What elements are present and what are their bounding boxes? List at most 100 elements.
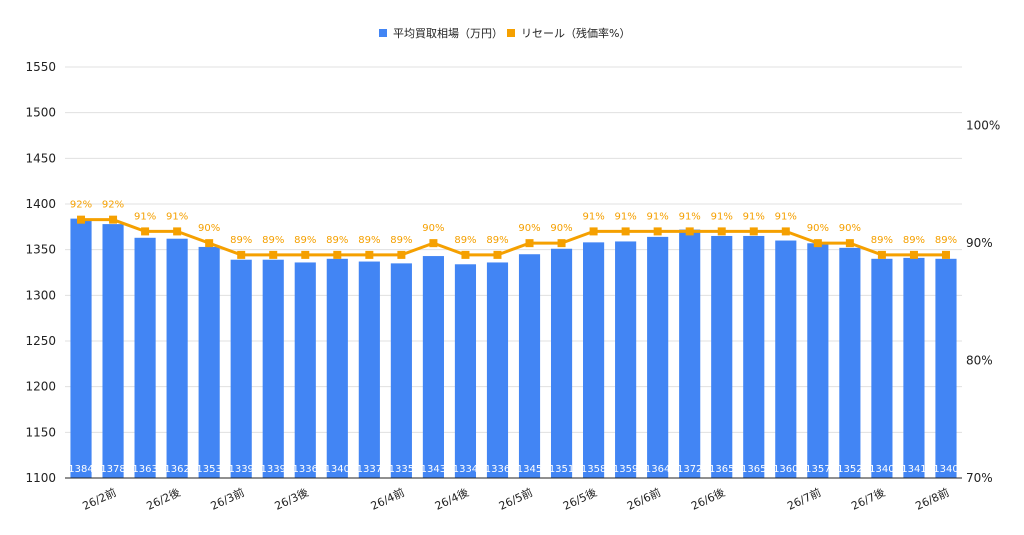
legend-swatch-line [507, 29, 515, 37]
y2-tick-label: 100% [966, 119, 1000, 133]
y-tick-label: 1150 [25, 425, 56, 439]
line-point [717, 227, 726, 236]
legend-label-bar: 平均買取相場（万円） [393, 27, 503, 40]
bar-value-label: 1336 [485, 464, 510, 475]
bar [262, 259, 284, 478]
x-tick-label: 26/3前 [208, 485, 246, 513]
line-point [749, 227, 758, 236]
x-tick-label: 26/6後 [689, 485, 727, 513]
x-tick-label: 26/7前 [785, 485, 823, 513]
bar-value-label: 1359 [613, 464, 638, 475]
line-value-label: 89% [871, 235, 893, 246]
bar-value-label: 1340 [869, 464, 894, 475]
line-point [397, 250, 406, 259]
bar-value-label: 1345 [517, 464, 542, 475]
line-point [141, 227, 150, 236]
x-tick-label: 26/2後 [144, 485, 182, 513]
line-point [429, 239, 438, 248]
y-tick-label: 1500 [25, 106, 56, 120]
line-value-label: 90% [807, 223, 829, 234]
line-point [109, 215, 118, 224]
x-tick-label: 26/4前 [368, 485, 406, 513]
line-point [557, 239, 566, 248]
y2-tick-label: 70% [966, 471, 993, 485]
bar [358, 261, 380, 478]
bar-value-label: 1363 [132, 464, 157, 475]
line-point [653, 227, 662, 236]
y-tick-label: 1350 [25, 243, 56, 257]
line-point [269, 250, 278, 259]
line-value-label: 91% [134, 211, 156, 222]
bar [70, 218, 92, 478]
bar-value-label: 1351 [549, 464, 574, 475]
line-value-label: 89% [486, 235, 508, 246]
line-point [461, 250, 470, 259]
legend-label-line: リセール（残価率%） [521, 26, 630, 40]
line-value-label: 91% [775, 211, 797, 222]
bar [903, 257, 925, 478]
line-value-label: 91% [166, 211, 188, 222]
line-point [77, 215, 86, 224]
line-value-label: 90% [518, 223, 540, 234]
x-tick-label: 26/6前 [625, 485, 663, 513]
bar-value-label: 1365 [709, 464, 734, 475]
line-point [813, 239, 822, 248]
y-axis-right: 70% 80% 90% 100% [966, 119, 1000, 485]
bar-value-label: 1339 [228, 464, 253, 475]
line-point [781, 227, 790, 236]
bar [775, 240, 797, 478]
bar [390, 263, 412, 478]
bar-value-label: 1340 [325, 464, 350, 475]
bar-series: 1384 1378 1363 1362 1353 1339 1339 1336 1340 1337… [65, 218, 962, 479]
bar [486, 262, 509, 478]
bar [871, 258, 893, 478]
bar [711, 235, 733, 478]
bar-value-label: 1336 [293, 464, 318, 475]
line-value-label: 90% [550, 223, 572, 234]
line-value-label: 90% [198, 223, 220, 234]
x-axis: 26/2前 26/2後 26/3前 26/3後 26/4前 26/4後 26/5前 26/5後… [80, 485, 951, 513]
x-tick-label: 26/5前 [497, 485, 535, 513]
line-value-label: 89% [230, 235, 252, 246]
line-value-label: 91% [711, 211, 733, 222]
bar [454, 264, 477, 478]
line-point [237, 250, 246, 259]
y-axis-left: 1100 1150 1200 1250 1300 1350 1400 1450 1500 1550 [25, 60, 56, 485]
bar-value-label: 1341 [901, 464, 926, 475]
bar [422, 256, 444, 478]
bar [839, 247, 861, 478]
bar-value-label: 1343 [421, 464, 446, 475]
line-point [941, 250, 950, 259]
bar-value-label: 1372 [677, 464, 702, 475]
bar [102, 224, 124, 478]
bar [198, 246, 220, 478]
bar [326, 258, 348, 478]
line-point [493, 250, 502, 259]
bar-value-label: 1335 [389, 464, 414, 475]
bar-value-label: 1337 [357, 464, 382, 475]
bar [550, 248, 573, 478]
line-point [621, 227, 630, 236]
line-point [877, 250, 886, 259]
bar [679, 229, 701, 478]
bar-value-label: 1364 [645, 464, 670, 475]
y-tick-label: 1100 [25, 471, 56, 485]
line-value-label: 89% [390, 235, 412, 246]
line-value-label: 89% [294, 235, 316, 246]
bar [807, 243, 829, 478]
y2-tick-label: 80% [966, 354, 993, 368]
line-series: 92% 92% 91% 91% 90% 89% 89% 89% 89% 89% 89% 90% 89% 8… [70, 200, 957, 259]
bar [134, 237, 156, 478]
line-point [589, 227, 598, 236]
y-tick-label: 1450 [25, 151, 56, 165]
y-tick-label: 1200 [25, 380, 56, 394]
x-tick-label: 26/2前 [80, 485, 118, 513]
bar [743, 235, 765, 478]
bar-value-label: 1339 [261, 464, 286, 475]
resale-line [81, 218, 946, 257]
y-tick-label: 1550 [25, 60, 56, 74]
line-value-label: 90% [839, 223, 861, 234]
x-tick-label: 26/7後 [849, 485, 887, 513]
legend: 平均買取相場（万円） リセール（残価率%） [379, 26, 630, 40]
line-point [301, 250, 310, 259]
